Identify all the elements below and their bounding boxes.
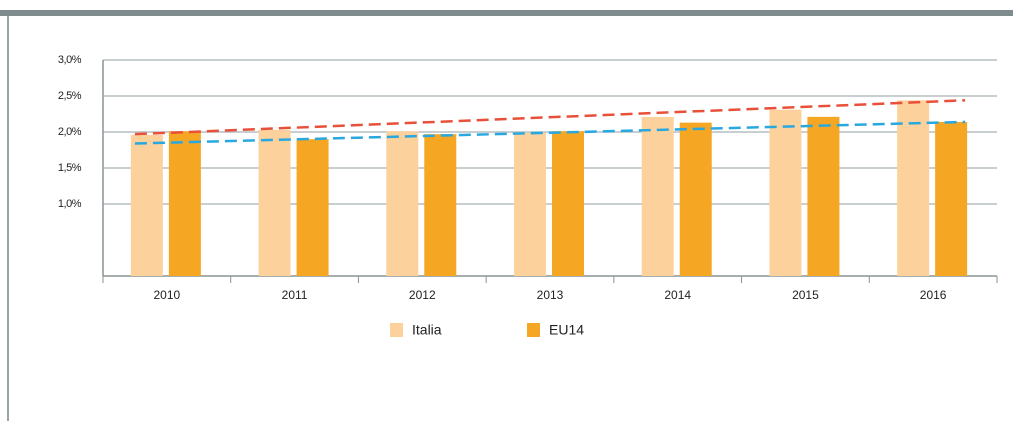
bar bbox=[769, 109, 802, 277]
y-tick-label: 2,0% bbox=[58, 126, 82, 138]
bar bbox=[168, 131, 201, 276]
x-tick-label: 2016 bbox=[920, 288, 947, 302]
x-tick-label: 2011 bbox=[282, 288, 308, 302]
bar bbox=[935, 121, 968, 276]
bar bbox=[258, 129, 291, 276]
y-tick-label: 1,0% bbox=[58, 198, 82, 210]
y-tick-label: 1,5% bbox=[58, 162, 82, 174]
y-tick-label: 2,5% bbox=[58, 90, 82, 102]
legend-label: EU14 bbox=[549, 322, 584, 338]
left-border bbox=[7, 16, 9, 421]
legend-label: Italia bbox=[412, 322, 442, 338]
y-tick-label: 3,0% bbox=[58, 54, 82, 66]
bar bbox=[514, 132, 546, 276]
bar bbox=[679, 122, 712, 276]
x-tick-label: 2013 bbox=[537, 288, 564, 302]
bar bbox=[424, 134, 457, 276]
bar bbox=[552, 131, 584, 276]
bar bbox=[296, 139, 329, 276]
bar bbox=[130, 134, 163, 276]
top-border bbox=[0, 10, 1013, 16]
bar bbox=[897, 100, 930, 276]
bar bbox=[386, 131, 419, 276]
x-tick-label: 2015 bbox=[792, 288, 819, 302]
x-tick-label: 2014 bbox=[664, 288, 691, 302]
legend-swatch bbox=[390, 323, 403, 337]
trend-line bbox=[134, 99, 966, 136]
legend-swatch bbox=[527, 323, 540, 337]
x-tick-label: 2012 bbox=[409, 288, 436, 302]
bar bbox=[807, 116, 840, 276]
bar bbox=[641, 116, 674, 276]
x-tick-label: 2010 bbox=[154, 288, 181, 302]
trend-line bbox=[134, 120, 966, 145]
